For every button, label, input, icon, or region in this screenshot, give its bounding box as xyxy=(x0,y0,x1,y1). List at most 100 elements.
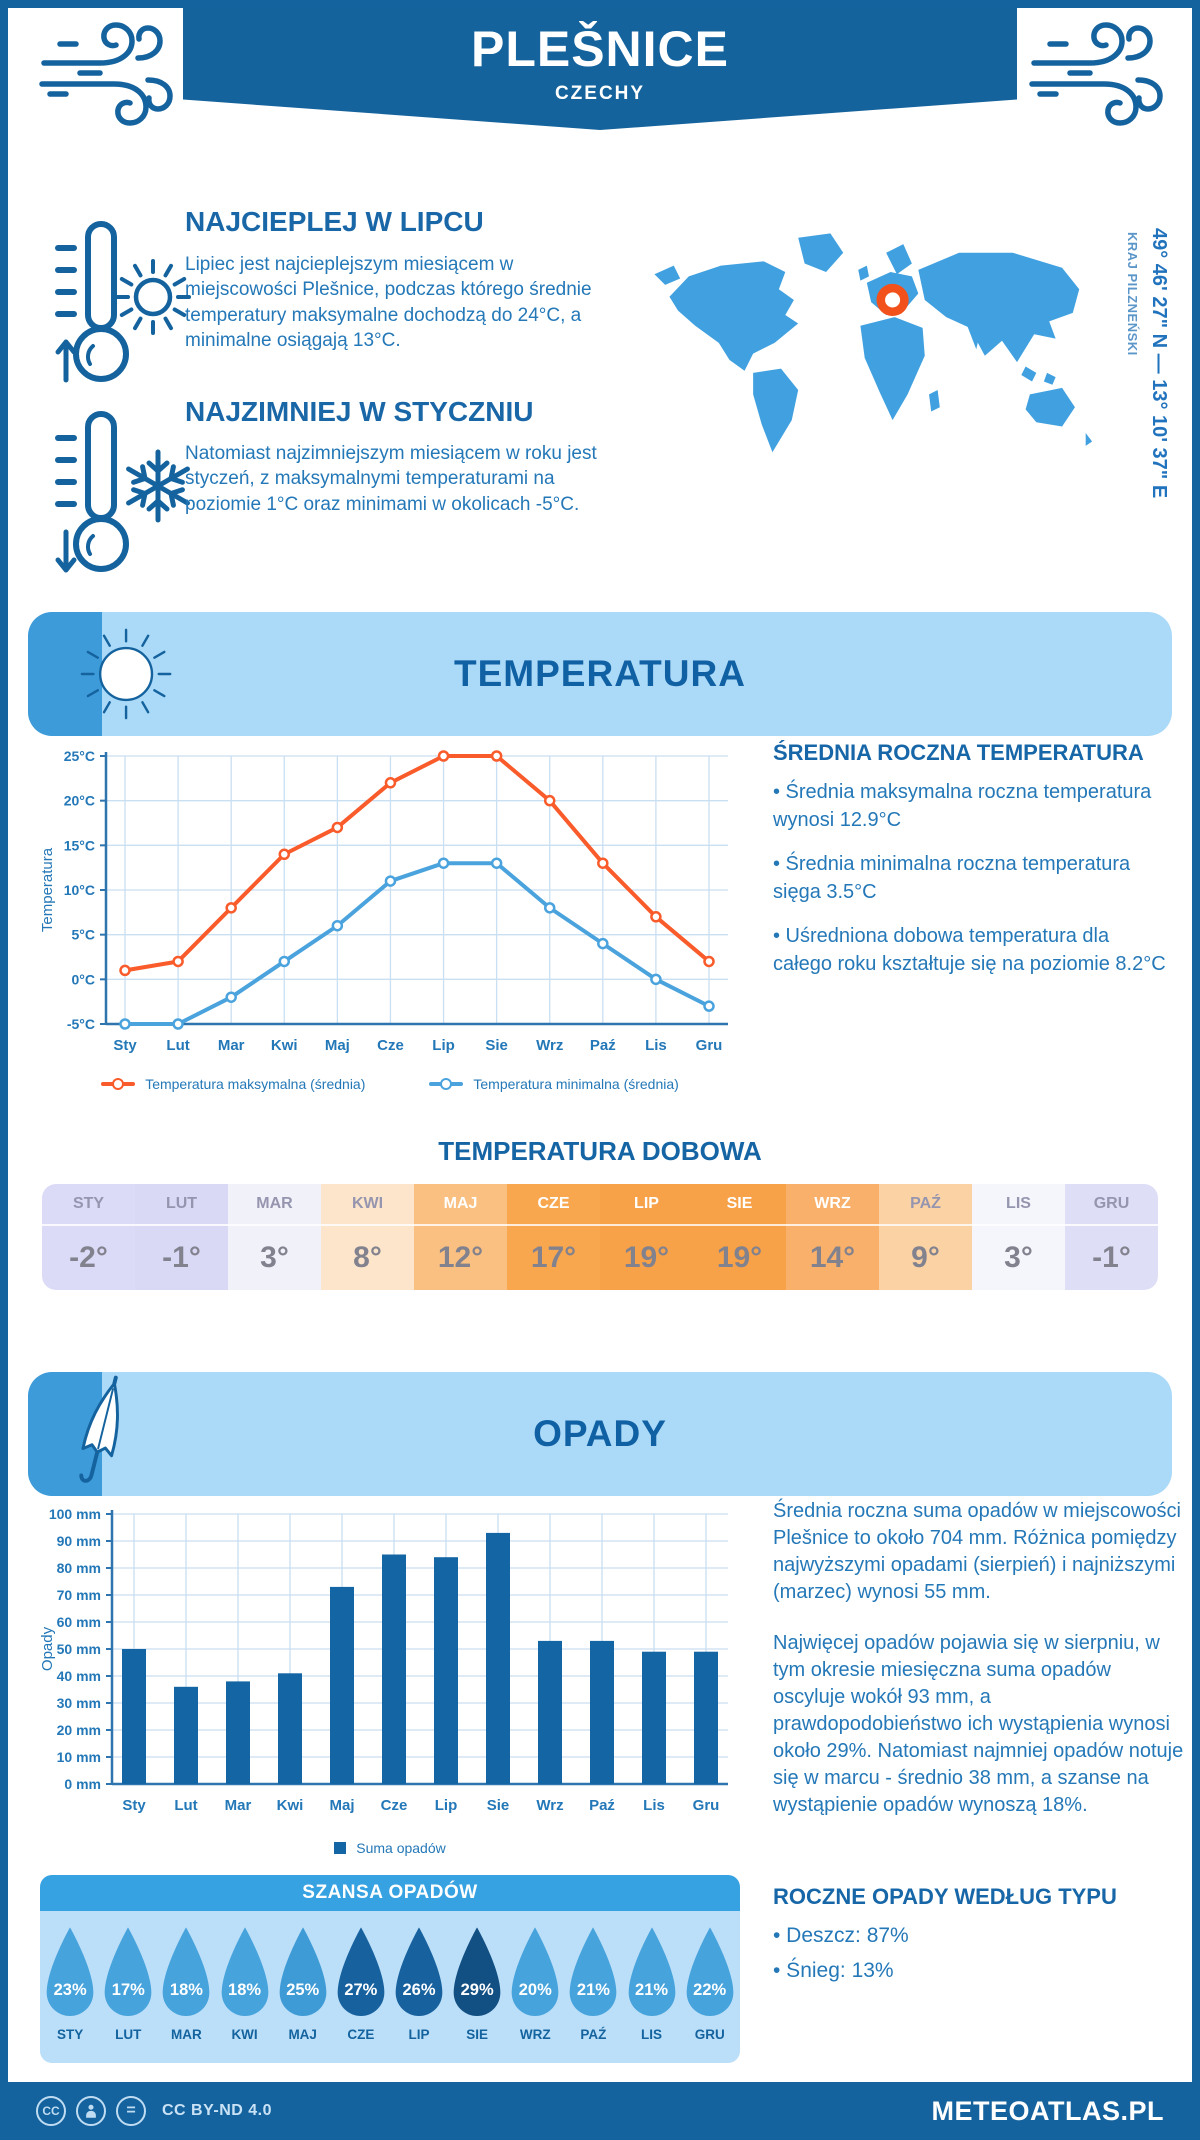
month-label: LUT xyxy=(115,2027,142,2042)
svg-text:Temperatura: Temperatura xyxy=(40,847,56,932)
header-banner: PLEŠNICE CZECHY xyxy=(183,8,1017,130)
legend-label: Temperatura minimalna (średnia) xyxy=(473,1076,679,1092)
svg-text:10 mm: 10 mm xyxy=(57,1749,101,1765)
daily-temp-cell-MAR: MAR 3° xyxy=(228,1184,321,1290)
svg-text:Lip: Lip xyxy=(432,1037,455,1054)
svg-text:Wrz: Wrz xyxy=(536,1037,563,1054)
temperature-line-chart: -5°C 0°C 5°C 10°C 15°C 20°C 25°C Sty Lut Mar Kwi Ma… xyxy=(40,748,728,1054)
precipitation-type-bullet: • Deszcz: 87% xyxy=(773,1924,909,1947)
precipitation-type-bullet: • Śnieg: 13% xyxy=(773,1959,894,1982)
raindrop-icon xyxy=(337,1927,385,2016)
attribution-person-icon xyxy=(76,2096,106,2126)
annual-temperature-bullet: • Średnia minimalna roczna temperatura s… xyxy=(773,853,1131,903)
chance-item-KWI: 18% KWI xyxy=(217,1924,273,2063)
region-label: KRAJ PILZNEŃSKI xyxy=(1125,232,1140,356)
annual-temperature-bullet: • Uśredniona dobowa temperatura dla całe… xyxy=(773,925,1166,975)
svg-text:5°C: 5°C xyxy=(72,927,96,943)
svg-text:0°C: 0°C xyxy=(72,971,96,987)
location-marker-center xyxy=(885,292,901,308)
temperature-value: 8° xyxy=(353,1241,382,1274)
raindrop-icon xyxy=(686,1927,734,2016)
svg-text:40 mm: 40 mm xyxy=(57,1668,101,1684)
month-label: PAŹ xyxy=(580,2027,607,2042)
raindrop-icon xyxy=(221,1927,268,2016)
daily-temp-cell-LUT: LUT -1° xyxy=(135,1184,228,1290)
chance-value: 25% xyxy=(286,1981,320,1999)
raindrop-icon xyxy=(46,1927,94,2016)
temperature-value: -2° xyxy=(69,1241,108,1274)
thermometer-up-icon xyxy=(55,221,129,383)
continents xyxy=(654,233,1093,453)
legend-label: Suma opadów xyxy=(356,1840,446,1856)
temperature-value: 9° xyxy=(911,1241,940,1274)
svg-text:50 mm: 50 mm xyxy=(57,1641,101,1657)
raindrop-icon xyxy=(453,1927,501,2016)
chance-item-SIE: 29% SIE xyxy=(449,1924,505,2063)
footer: CC = CC BY-ND 4.0 METEOATLAS.PL xyxy=(0,2082,1200,2140)
daily-temp-cell-WRZ: WRZ 14° xyxy=(786,1184,879,1290)
svg-text:Gru: Gru xyxy=(696,1037,723,1054)
coordinates-label: 49° 46' 27" N — 13° 10' 37" E xyxy=(1148,228,1170,499)
temperature-chart-legend: Temperatura maksymalna (średnia) Temperat… xyxy=(40,1076,740,1092)
chance-value: 21% xyxy=(635,1981,669,1999)
svg-text:20°C: 20°C xyxy=(64,793,95,809)
month-label: WRZ xyxy=(786,1184,879,1226)
chance-item-LIS: 21% LIS xyxy=(624,1924,680,2063)
raindrop-icon xyxy=(395,1927,443,2016)
legend-marker-dot xyxy=(112,1078,125,1090)
temperature-value: 3° xyxy=(260,1241,289,1274)
daily-temp-cell-PAŹ: PAŹ 9° xyxy=(879,1184,972,1290)
chance-value: 26% xyxy=(402,1981,436,1999)
precipitation-chart-legend: Suma opadów xyxy=(40,1840,740,1856)
precipitation-paragraph: Średnia roczna suma opadów w miejscowośc… xyxy=(773,1500,1181,1603)
daily-temp-cell-SIE: SIE 19° xyxy=(693,1184,786,1290)
no-derivatives-icon: = xyxy=(116,2096,146,2126)
chance-item-WRZ: 20% WRZ xyxy=(507,1924,563,2063)
month-label: WRZ xyxy=(519,2027,551,2042)
daily-temp-cell-STY: STY -2° xyxy=(42,1184,135,1290)
chance-heading: SZANSA OPADÓW xyxy=(40,1875,740,1911)
svg-text:Maj: Maj xyxy=(329,1797,354,1814)
legend-marker-dot xyxy=(440,1078,453,1090)
chance-item-MAJ: 25% MAJ xyxy=(275,1924,331,2063)
month-label: LIP xyxy=(600,1184,693,1226)
svg-text:Lis: Lis xyxy=(643,1797,665,1814)
chance-value: 21% xyxy=(576,1981,610,1999)
chance-item-LIP: 26% LIP xyxy=(391,1924,447,2063)
chance-item-PAŹ: 21% PAŹ xyxy=(565,1924,621,2063)
thermometer-down-icon xyxy=(55,411,129,573)
raindrop-icon xyxy=(570,1927,617,2016)
daily-temp-cell-CZE: CZE 17° xyxy=(507,1184,600,1290)
sun-icon xyxy=(80,628,172,720)
svg-text:Lut: Lut xyxy=(166,1037,189,1054)
temperature-value: 3° xyxy=(1004,1241,1033,1274)
raindrop-icon xyxy=(628,1927,675,2016)
snowflake-icon xyxy=(126,449,190,523)
svg-text:Maj: Maj xyxy=(325,1037,350,1054)
wind-icon xyxy=(39,22,173,126)
svg-text:Mar: Mar xyxy=(225,1797,252,1814)
month-label: CZE xyxy=(347,2027,375,2042)
chance-value: 18% xyxy=(169,1981,203,1999)
svg-text:Mar: Mar xyxy=(218,1037,245,1054)
month-label: MAJ xyxy=(414,1184,507,1226)
coldest-text: Natomiast najzimniejszym miesiącem w rok… xyxy=(185,443,597,515)
month-label: SIE xyxy=(466,2027,488,2042)
month-label: SIE xyxy=(693,1184,786,1226)
svg-text:Lut: Lut xyxy=(174,1797,197,1814)
month-label: STY xyxy=(57,2027,84,2042)
annual-temperature-bullets: • Średnia maksymalna roczna temperatura … xyxy=(773,778,1173,994)
legend-swatch-square xyxy=(334,1842,347,1854)
chance-item-MAR: 18% MAR xyxy=(158,1924,214,2063)
annual-temperature-heading: ŚREDNIA ROCZNA TEMPERATURA xyxy=(773,740,1144,765)
chance-item-GRU: 22% GRU xyxy=(682,1924,738,2063)
wind-icon xyxy=(1029,22,1163,126)
legend-item: Temperatura minimalna (średnia) xyxy=(429,1076,679,1092)
svg-text:60 mm: 60 mm xyxy=(57,1614,101,1630)
svg-text:Cze: Cze xyxy=(381,1797,408,1814)
svg-text:20 mm: 20 mm xyxy=(57,1722,101,1738)
month-label: MAJ xyxy=(288,2027,317,2042)
legend-swatch-line xyxy=(101,1078,136,1090)
month-label: MAR xyxy=(171,2027,202,2042)
